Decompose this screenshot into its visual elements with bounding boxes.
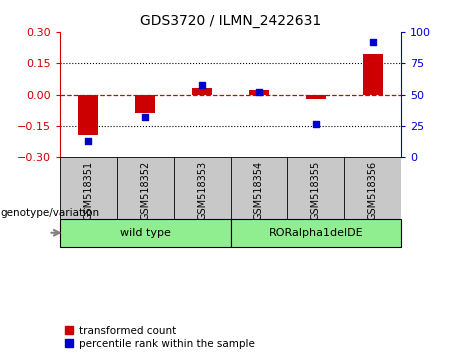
Text: GSM518353: GSM518353	[197, 160, 207, 219]
Bar	[230, 219, 401, 247]
Point	[142, 114, 149, 120]
Text: GSM518356: GSM518356	[367, 160, 378, 219]
Point	[198, 82, 206, 87]
Point	[85, 138, 92, 144]
Bar	[78, 95, 98, 136]
Bar	[192, 88, 212, 95]
Bar	[249, 91, 269, 95]
Bar	[135, 95, 155, 114]
Bar	[60, 219, 230, 247]
Text: GSM518352: GSM518352	[140, 160, 150, 220]
Text: RORalpha1delDE: RORalpha1delDE	[268, 228, 363, 238]
Bar	[363, 54, 383, 95]
Text: wild type: wild type	[120, 228, 171, 238]
Point	[312, 121, 319, 126]
Text: GSM518351: GSM518351	[83, 160, 94, 219]
Legend: transformed count, percentile rank within the sample: transformed count, percentile rank withi…	[65, 326, 254, 349]
Title: GDS3720 / ILMN_2422631: GDS3720 / ILMN_2422631	[140, 14, 321, 28]
Point	[255, 89, 263, 95]
Point	[369, 39, 376, 45]
Text: GSM518355: GSM518355	[311, 160, 321, 220]
Text: genotype/variation: genotype/variation	[0, 208, 99, 218]
Text: GSM518354: GSM518354	[254, 160, 264, 219]
Bar	[306, 95, 326, 99]
